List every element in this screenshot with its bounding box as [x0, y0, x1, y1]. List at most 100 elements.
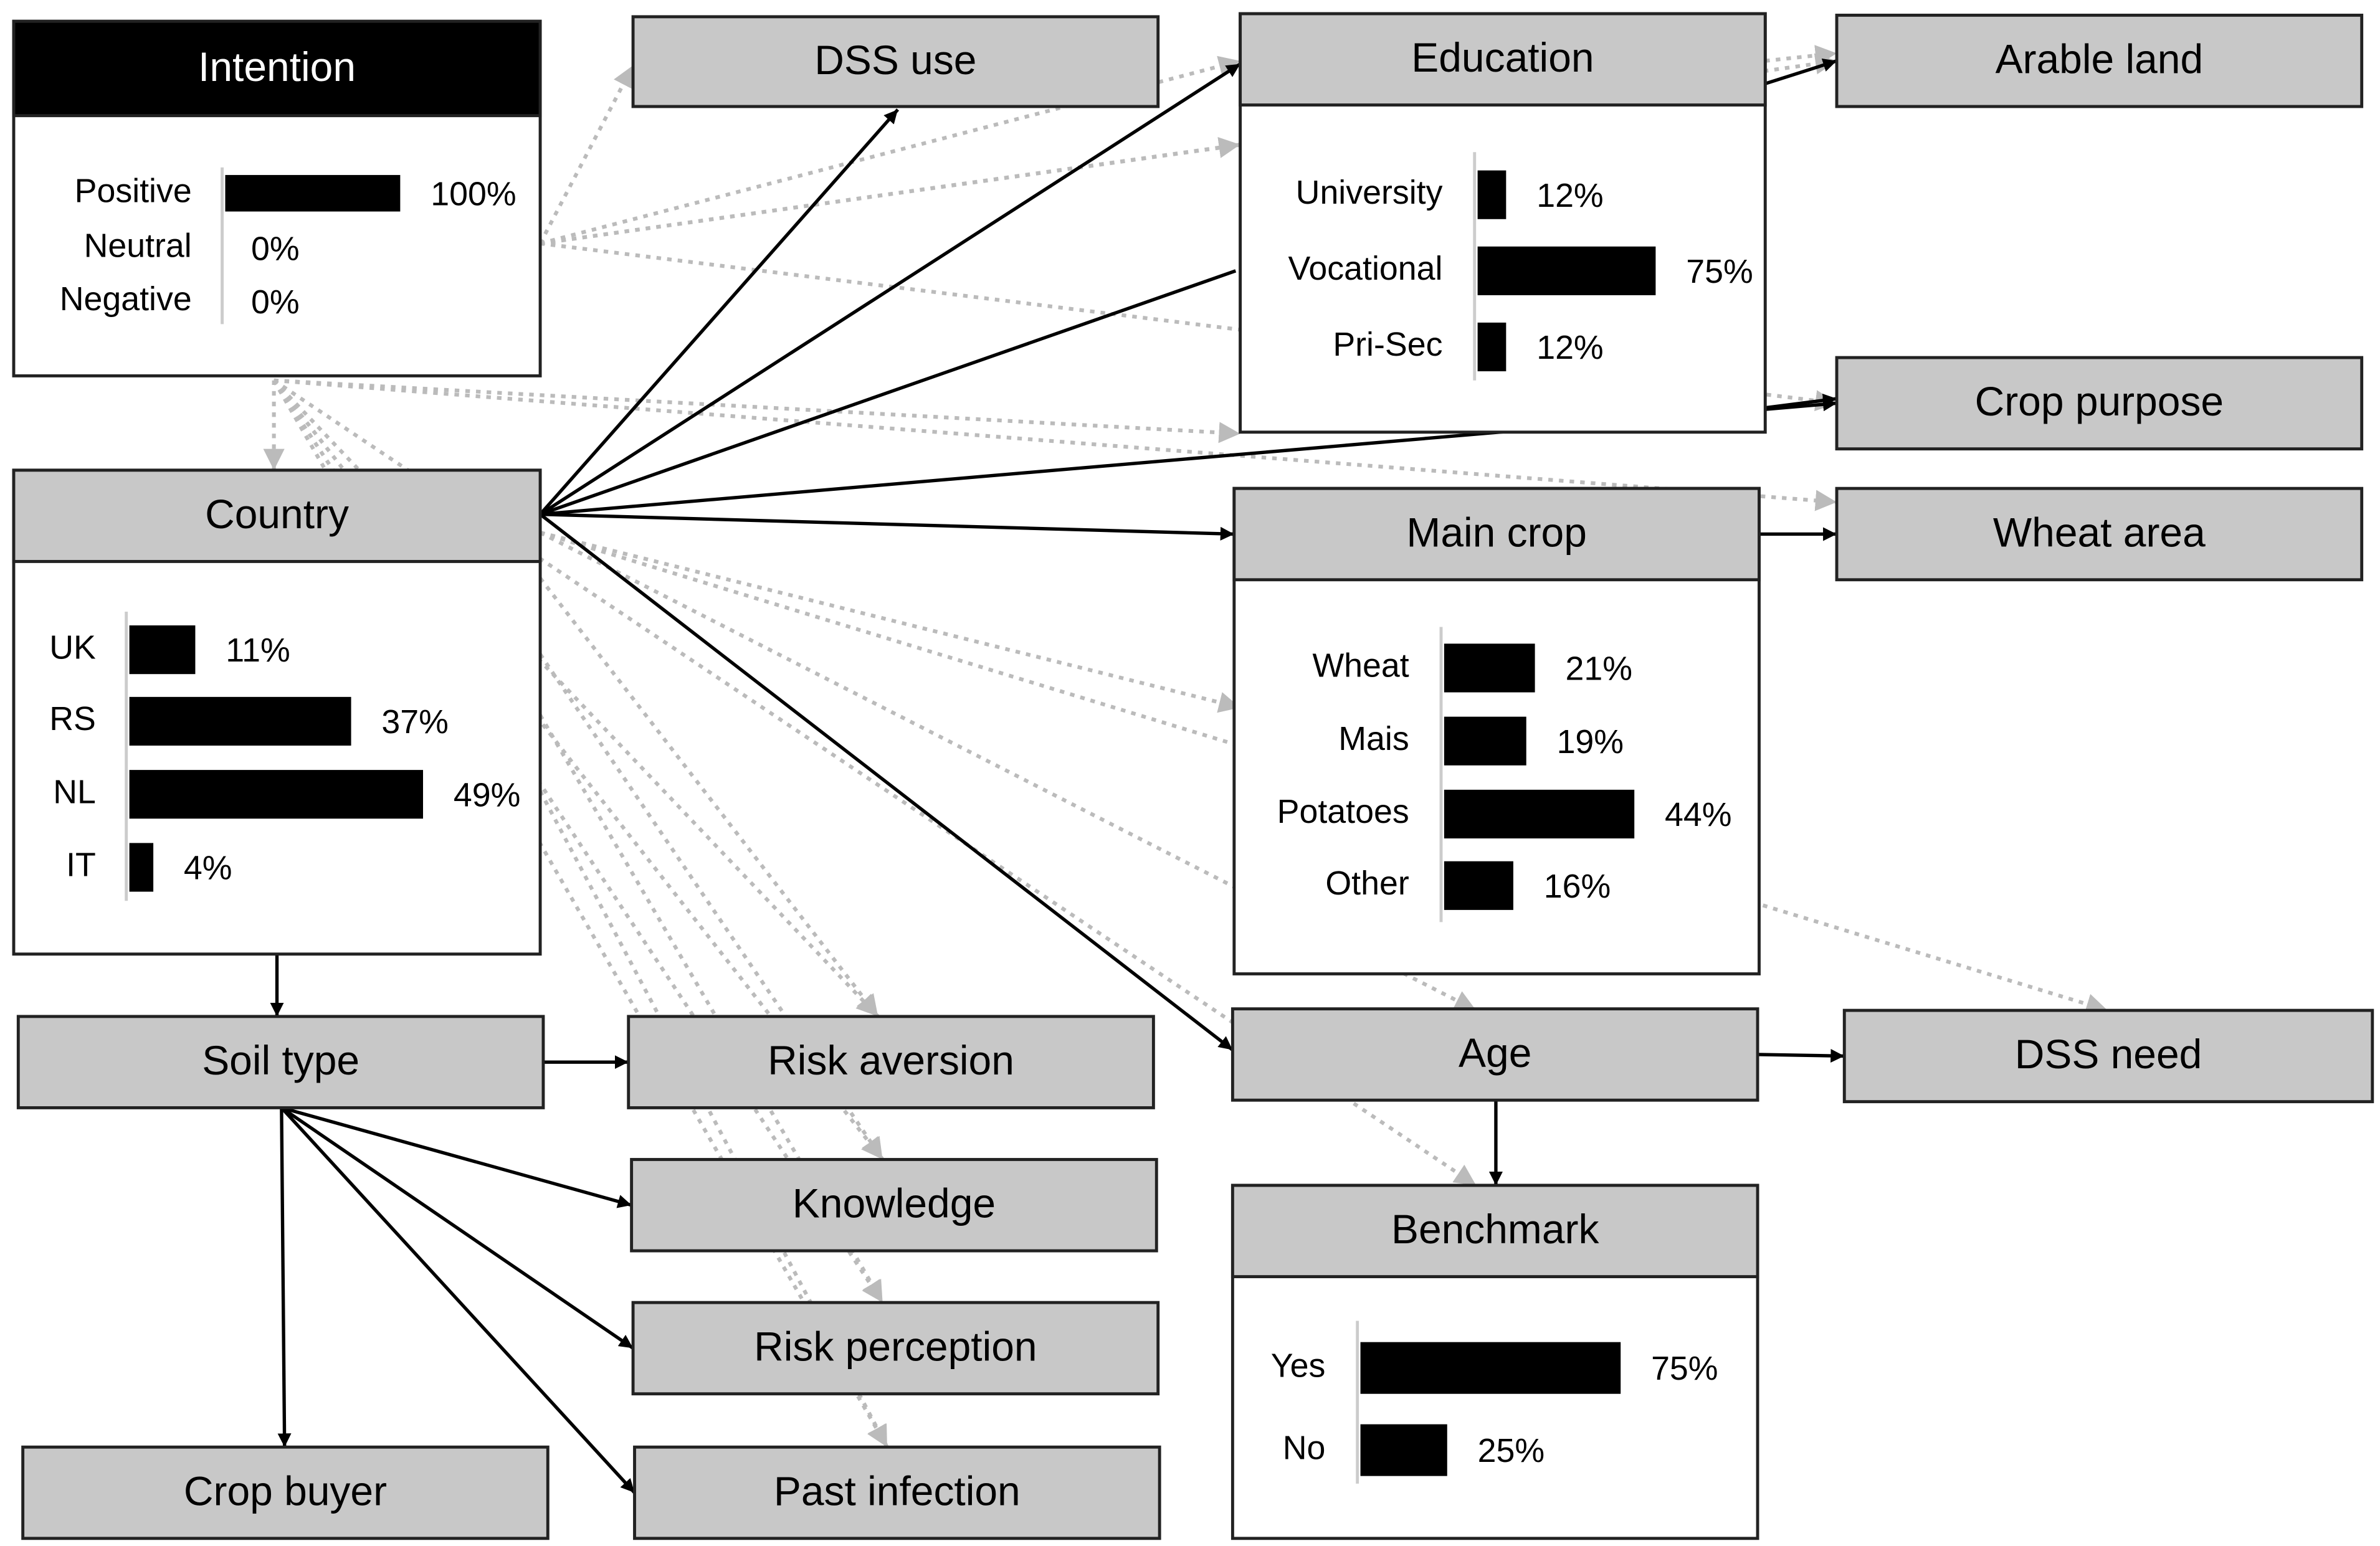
causal-edge — [539, 513, 1234, 1051]
dependency-edge — [272, 379, 880, 1018]
node-title: Crop buyer — [184, 1468, 387, 1514]
probability-bar — [1444, 861, 1513, 910]
probability-label: 25% — [1478, 1432, 1545, 1469]
node-header — [12, 468, 542, 563]
probability-label: 37% — [381, 703, 449, 741]
causal-edge — [277, 1107, 292, 1448]
probability-label: 49% — [454, 776, 521, 813]
probability-bar — [1444, 789, 1635, 839]
node: Soil type — [16, 1015, 545, 1109]
probability-bar — [1360, 1342, 1621, 1394]
state-label: Other — [1325, 865, 1409, 902]
probability-label: 0% — [251, 283, 300, 321]
causal-edge — [540, 513, 1234, 541]
causal-edge — [539, 62, 1242, 516]
probability-bar — [129, 696, 351, 746]
dependency-edge — [540, 531, 2108, 1015]
state-label: IT — [66, 847, 96, 884]
node-header — [1842, 1008, 2374, 1104]
node-title: Crop purpose — [1975, 378, 2224, 424]
node-title: Arable land — [1996, 36, 2204, 82]
state-label: UK — [49, 628, 96, 666]
node-title: Wheat area — [1993, 509, 2206, 555]
node: Education University 12% Vocational 75% Pri-S… — [1239, 12, 1767, 434]
causal-edge — [1757, 1049, 1845, 1063]
node: Arable land — [1835, 13, 2364, 108]
node-title: DSS need — [2015, 1031, 2202, 1077]
node: Past infection — [633, 1445, 1161, 1540]
node-title: Past infection — [774, 1468, 1021, 1514]
causal-edge — [539, 108, 900, 516]
node: Knowledge — [630, 1158, 1158, 1253]
dependency-edge — [540, 531, 1241, 713]
node-header — [1835, 486, 2364, 582]
probability-bar — [129, 625, 196, 675]
node: Main crop Wheat 21% Mais 19% Potatoes 44% Other… — [1232, 486, 1761, 975]
node-title: Soil type — [202, 1037, 359, 1083]
node: Country UK 11% RS 37% NL 49% IT 4% — [12, 468, 542, 956]
dependency-edge — [538, 577, 880, 1018]
node: Risk perception — [631, 1301, 1160, 1396]
probability-label: 75% — [1686, 253, 1753, 290]
state-label: University — [1296, 174, 1443, 211]
node-header — [631, 15, 1160, 108]
state-label: Wheat — [1312, 647, 1409, 685]
state-label: Yes — [1271, 1347, 1326, 1384]
state-label: No — [1283, 1429, 1326, 1466]
state-label: NL — [53, 773, 96, 810]
state-label: Neutral — [84, 227, 192, 264]
state-label: Potatoes — [1277, 793, 1409, 830]
node-header — [1239, 12, 1767, 107]
probability-label: 11% — [226, 632, 290, 669]
node-header — [21, 1445, 550, 1540]
probability-bar — [1444, 643, 1535, 693]
node: DSS need — [1842, 1008, 2374, 1104]
node-title: Knowledge — [793, 1180, 996, 1226]
node-header — [1835, 356, 2364, 451]
node-title: Intention — [198, 44, 356, 90]
node-header — [631, 1301, 1160, 1396]
node-title: Main crop — [1406, 509, 1586, 555]
dependency-edge — [540, 55, 1241, 245]
probability-bar — [1477, 246, 1656, 295]
node: Risk aversion — [627, 1015, 1155, 1109]
node-header — [16, 1015, 545, 1109]
edges — [263, 45, 2108, 1494]
probability-bar — [1444, 716, 1526, 766]
node: Benchmark Yes 75% No 25% — [1230, 1183, 1759, 1540]
node-header — [1835, 13, 2364, 108]
node-header — [1230, 1183, 1759, 1279]
node-header — [12, 19, 542, 118]
probability-bar — [129, 843, 154, 892]
node-header — [1230, 1007, 1759, 1102]
probability-label: 19% — [1557, 723, 1624, 761]
node-title: Risk perception — [754, 1323, 1037, 1369]
probability-label: 75% — [1651, 1350, 1718, 1387]
probability-label: 4% — [184, 850, 232, 887]
node-header — [627, 1015, 1155, 1109]
causal-edge — [281, 1106, 632, 1208]
probability-label: 44% — [1665, 796, 1732, 833]
state-label: Mais — [1338, 720, 1409, 757]
dependency-edge — [538, 64, 635, 245]
state-label: Pri-Sec — [1333, 326, 1442, 363]
probability-bar — [1477, 322, 1507, 372]
probability-label: 100% — [431, 175, 516, 212]
dependency-edge — [274, 378, 1240, 443]
node-title: Country — [205, 491, 349, 537]
causal-edge — [280, 1106, 636, 1494]
state-label: RS — [49, 700, 96, 737]
node: Age — [1230, 1007, 1759, 1102]
causal-edge — [1764, 58, 1837, 85]
state-label: Positive — [75, 172, 192, 209]
node-title: DSS use — [814, 37, 976, 83]
causal-edge — [1764, 393, 1837, 410]
causal-edge — [540, 269, 1237, 516]
probability-bar — [1360, 1424, 1447, 1476]
node-header — [633, 1445, 1161, 1540]
node-title: Education — [1411, 34, 1594, 80]
state-label: Negative — [60, 280, 192, 318]
causal-edge — [280, 1106, 634, 1350]
